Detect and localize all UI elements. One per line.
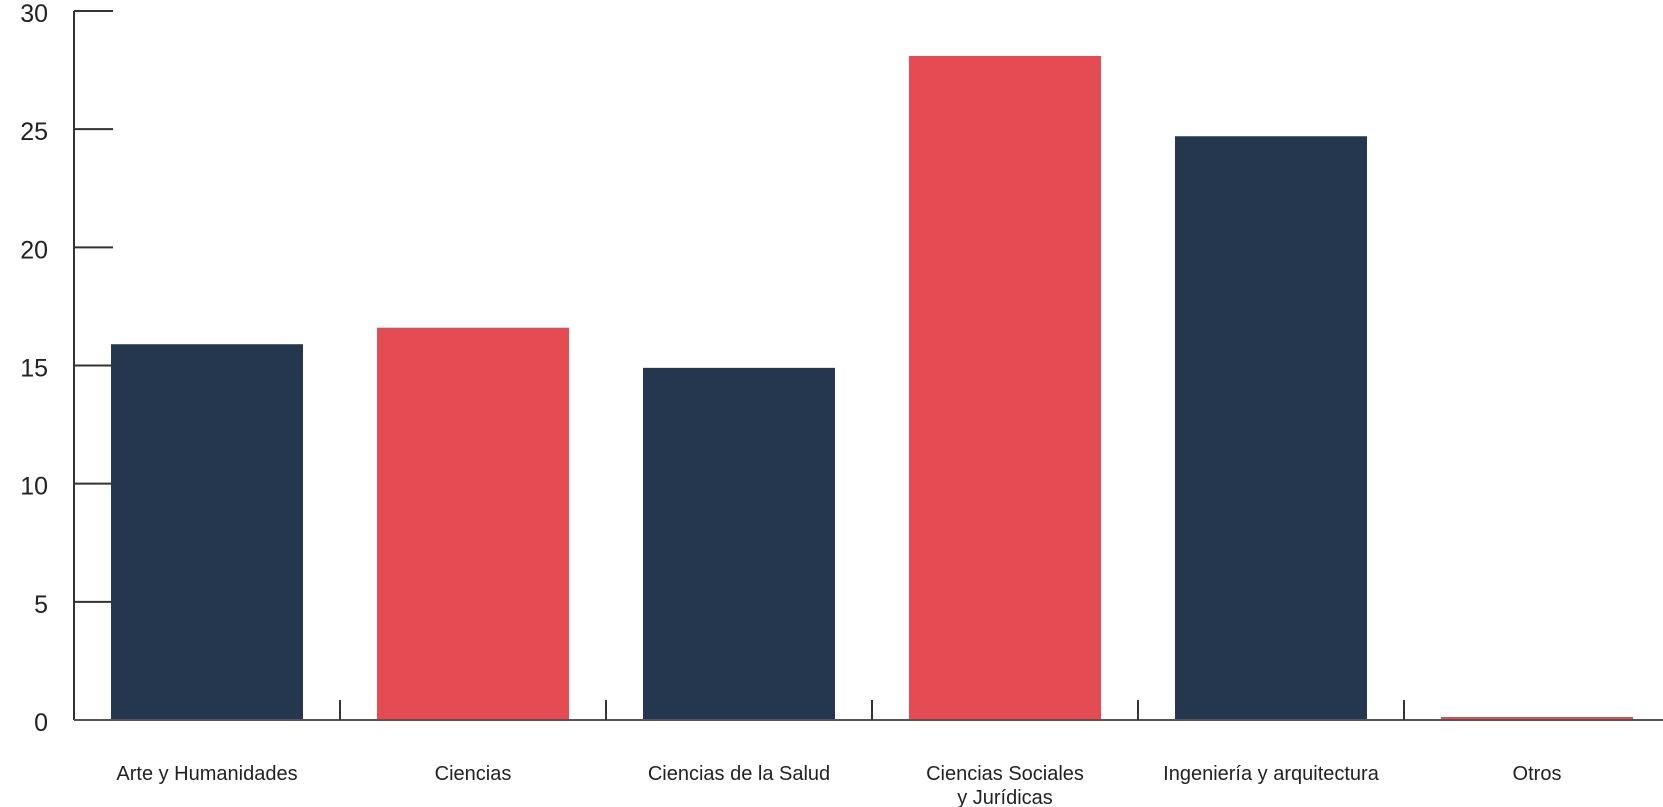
- bar: [111, 344, 303, 720]
- y-tick-label: 5: [34, 591, 48, 619]
- x-category-label: y Jurídicas: [957, 787, 1053, 807]
- x-category-label: Ciencias Sociales: [926, 763, 1084, 785]
- y-tick-label: 15: [20, 355, 48, 383]
- x-category-label: Arte y Humanidades: [116, 763, 297, 785]
- x-category-label: Ciencias: [435, 763, 512, 785]
- y-tick-label: 20: [20, 236, 48, 264]
- y-tick-label: 30: [20, 0, 48, 28]
- y-axis: 0 5 10 15 20 25 30: [20, 0, 113, 737]
- x-category-label: Ingeniería y arquitectura: [1163, 763, 1380, 785]
- x-category-label: Otros: [1513, 763, 1562, 785]
- bar: [1441, 717, 1633, 720]
- y-tick-label: 0: [34, 709, 48, 737]
- x-category-label: Ciencias de la Salud: [648, 763, 830, 785]
- y-tick-label: 25: [20, 118, 48, 146]
- bar: [1175, 136, 1367, 721]
- bar: [643, 367, 835, 720]
- x-axis: Arte y Humanidades Ciencias Ciencias de la…: [74, 700, 1663, 807]
- bar: [377, 327, 569, 720]
- bar: [909, 55, 1101, 721]
- y-tick-label: 10: [20, 473, 48, 501]
- bars: [111, 55, 1633, 721]
